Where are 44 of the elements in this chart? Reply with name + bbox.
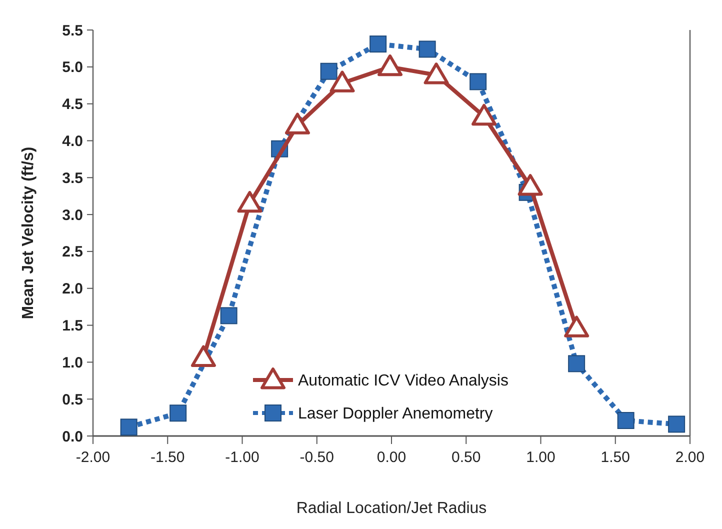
- point: [320, 62, 338, 80]
- point: [568, 355, 586, 372]
- x-tick-label: -1.50: [150, 449, 185, 466]
- point: [378, 54, 403, 76]
- x-tick-label: -2.00: [76, 449, 110, 466]
- y-tick-label: 0.5: [62, 391, 83, 408]
- legend-label: Automatic ICV Video Analysis: [298, 372, 508, 390]
- point: [190, 345, 216, 367]
- x-tick-label: 0.50: [452, 449, 481, 466]
- x-tick-label: -0.50: [300, 449, 334, 466]
- point: [330, 70, 355, 92]
- y-tick-label: 2.5: [62, 244, 83, 261]
- y-tick-label: 1.0: [62, 354, 83, 372]
- x-tick-label: -1.00: [225, 449, 260, 466]
- point: [617, 412, 634, 429]
- point: [170, 404, 187, 422]
- point: [668, 416, 686, 433]
- point: [470, 73, 487, 90]
- y-tick-label: 4.0: [62, 132, 83, 150]
- y-tick-label: 2.0: [62, 280, 83, 298]
- point: [424, 62, 449, 84]
- y-tick-label: 5.5: [62, 22, 83, 40]
- y-tick-label: 3.0: [62, 206, 83, 224]
- point: [418, 40, 436, 58]
- point: [220, 307, 238, 324]
- x-axis-title: Radial Location/Jet Radius: [296, 500, 487, 517]
- point: [370, 36, 387, 53]
- legend-label: Laser Doppler Anemometry: [298, 406, 493, 423]
- x-tick-label: 2.00: [675, 449, 705, 466]
- point: [284, 112, 310, 134]
- point: [120, 418, 138, 436]
- x-tick-label: 0.00: [376, 449, 406, 466]
- point: [237, 190, 262, 213]
- point: [564, 316, 590, 338]
- y-tick-label: 3.5: [62, 170, 83, 187]
- y-tick-label: 5.0: [62, 59, 83, 76]
- point: [518, 174, 543, 196]
- x-tick-label: 1.50: [600, 449, 630, 466]
- y-tick-label: 1.5: [62, 318, 83, 335]
- y-tick-label: 4.5: [62, 96, 83, 114]
- y-tick-label: 0.0: [62, 428, 83, 446]
- y-axis-title: Mean Jet Velocity (ft/s): [20, 146, 37, 320]
- point: [472, 104, 497, 126]
- x-tick-label: 1.00: [526, 449, 556, 466]
